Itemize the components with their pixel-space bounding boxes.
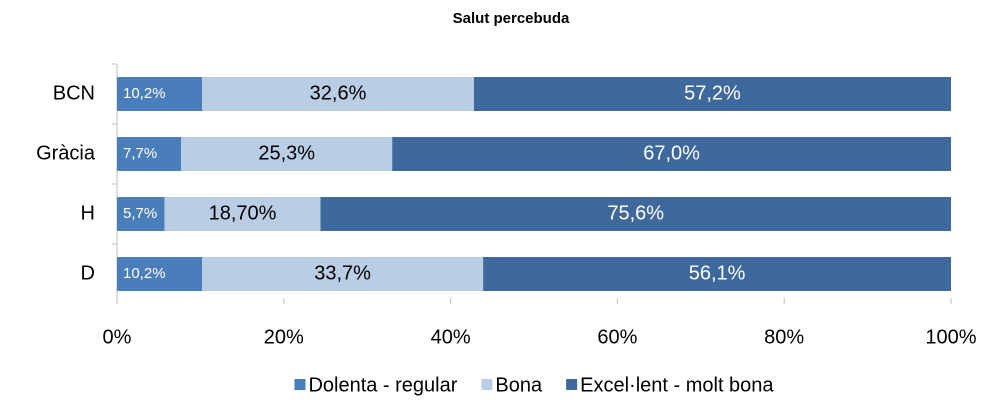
data-label: 56,1% <box>689 262 746 284</box>
y-tick-label: H <box>81 202 95 224</box>
legend-label: Excel·lent - molt bona <box>580 374 774 396</box>
legend-label: Bona <box>495 374 543 396</box>
bar-segment <box>483 257 951 291</box>
data-label: 5,7% <box>123 205 157 222</box>
x-tick-label: 80% <box>764 326 804 348</box>
bar-segment <box>117 137 182 171</box>
chart-title: Salut percebuda <box>453 10 570 27</box>
y-tick-label: D <box>81 262 95 284</box>
bar-segment <box>117 197 165 231</box>
data-label: 7,7% <box>123 145 157 162</box>
bar-segment <box>320 197 952 231</box>
bar-segment <box>181 137 393 171</box>
data-label: 25,3% <box>258 142 315 164</box>
legend-swatch <box>294 379 306 390</box>
bar-segment <box>392 137 952 171</box>
data-label: 18,70% <box>209 202 277 224</box>
legend-label: Dolenta - regular <box>308 374 457 396</box>
bar-segment <box>117 77 203 111</box>
data-label: 33,7% <box>314 262 371 284</box>
x-tick-label: 20% <box>264 326 304 348</box>
bar-segment <box>202 257 484 291</box>
bar-segment <box>117 257 203 291</box>
data-label: 32,6% <box>310 82 367 104</box>
bar-segment <box>202 77 474 111</box>
legend-swatch <box>566 379 578 390</box>
bar-segment <box>473 77 951 111</box>
data-label: 75,6% <box>607 202 664 224</box>
data-label: 57,2% <box>684 82 741 104</box>
x-tick-label: 40% <box>431 326 471 348</box>
bar-segment <box>164 197 321 231</box>
y-tick-label: BCN <box>53 82 95 104</box>
data-label: 10,2% <box>123 85 166 102</box>
y-tick-label: Gràcia <box>36 142 96 164</box>
x-tick-label: 100% <box>925 326 976 348</box>
x-tick-label: 0% <box>103 326 132 348</box>
data-label: 67,0% <box>643 142 700 164</box>
legend-swatch <box>481 379 493 390</box>
x-tick-label: 60% <box>597 326 637 348</box>
data-label: 10,2% <box>123 265 166 282</box>
